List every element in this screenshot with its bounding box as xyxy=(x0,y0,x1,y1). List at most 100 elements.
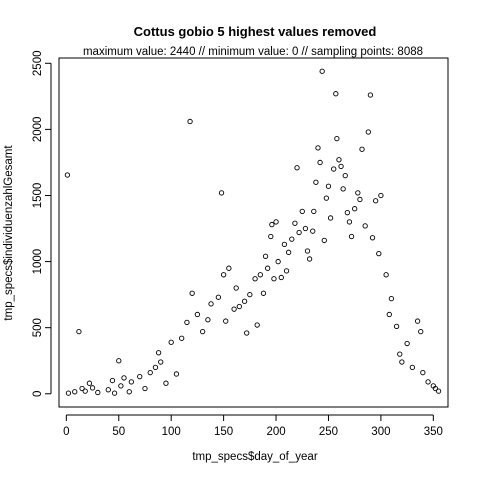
x-axis: 0 50 100 150 200 250 300 350 xyxy=(63,414,443,438)
data-point xyxy=(404,340,410,347)
y-axis-label: tmp_specs$individuenzahlGesamt xyxy=(3,145,15,321)
data-point xyxy=(105,387,111,393)
data-point xyxy=(155,350,162,356)
chart-title: Cottus gobio 5 highest values removed xyxy=(134,24,377,39)
data-point xyxy=(299,208,305,215)
data-point xyxy=(367,92,374,98)
data-point xyxy=(359,146,365,152)
data-point xyxy=(383,272,389,278)
data-point xyxy=(218,190,225,196)
x-tick-label: 0 xyxy=(63,426,69,438)
data-point xyxy=(414,318,421,324)
data-point xyxy=(278,274,284,281)
data-point xyxy=(420,369,426,376)
y-tick-label: 1000 xyxy=(32,249,44,275)
x-tick-label: 300 xyxy=(371,426,390,438)
data-point xyxy=(289,236,295,242)
data-point xyxy=(252,276,258,282)
x-tick-label: 350 xyxy=(424,426,443,438)
x-tick-label: 150 xyxy=(214,426,233,438)
y-axis: 0 500 1000 1500 2000 2500 xyxy=(32,50,52,397)
data-point xyxy=(173,371,180,377)
data-point xyxy=(336,157,342,163)
data-point xyxy=(254,322,260,328)
data-point xyxy=(425,379,431,385)
data-point xyxy=(208,301,214,307)
data-point xyxy=(321,237,327,244)
data-point xyxy=(65,390,72,396)
data-point xyxy=(152,364,159,370)
data-point xyxy=(338,163,344,170)
data-point xyxy=(187,118,193,125)
data-point xyxy=(323,195,330,201)
data-point xyxy=(184,319,190,326)
data-point xyxy=(344,210,350,216)
data-point xyxy=(333,91,339,97)
data-point xyxy=(369,235,376,241)
data-point xyxy=(340,186,346,192)
data-point xyxy=(128,379,135,385)
data-point xyxy=(111,390,118,396)
data-point xyxy=(168,339,174,345)
x-tick-label: 100 xyxy=(162,426,181,438)
data-point xyxy=(393,323,400,330)
data-point xyxy=(399,359,405,365)
data-point xyxy=(260,290,267,296)
data-point xyxy=(64,172,71,178)
data-point xyxy=(325,183,332,189)
data-point xyxy=(231,306,237,312)
plot-frame xyxy=(58,57,449,408)
data-point xyxy=(95,389,101,396)
data-point xyxy=(281,241,288,248)
x-axis-label: tmp_specs$day_of_year xyxy=(192,451,317,463)
data-point xyxy=(365,129,371,135)
data-point xyxy=(317,159,323,166)
data-point xyxy=(179,335,185,341)
data-point xyxy=(304,248,311,254)
data-point xyxy=(306,256,313,262)
data-point xyxy=(199,328,206,335)
data-point xyxy=(257,272,263,278)
data-point xyxy=(397,351,403,357)
data-point xyxy=(409,364,415,370)
data-point xyxy=(205,317,211,323)
data-point xyxy=(302,225,309,232)
data-point xyxy=(244,330,250,336)
data-point xyxy=(357,196,363,203)
data-point xyxy=(215,294,222,300)
data-point xyxy=(116,358,122,364)
data-point xyxy=(362,223,368,229)
chart-subtitle: maximum value: 2440 // minimum value: 0 … xyxy=(83,46,423,58)
data-point xyxy=(285,249,292,255)
data-point xyxy=(79,385,85,392)
data-point xyxy=(82,388,88,394)
y-tick-label: 500 xyxy=(32,318,44,337)
data-point xyxy=(86,380,93,386)
data-point xyxy=(262,253,269,259)
data-point xyxy=(158,359,164,365)
data-point xyxy=(352,206,358,212)
data-point xyxy=(294,165,300,171)
data-point xyxy=(163,380,169,386)
x-tick-label: 50 xyxy=(112,426,125,438)
data-point xyxy=(348,233,355,240)
data-point xyxy=(331,166,337,172)
data-point xyxy=(283,268,290,274)
data-point xyxy=(355,190,361,196)
data-point xyxy=(372,198,379,204)
data-point xyxy=(264,265,271,271)
data-point xyxy=(313,179,319,185)
x-tick-label: 200 xyxy=(266,426,285,438)
data-point xyxy=(432,385,439,392)
data-point xyxy=(118,383,124,389)
data-point xyxy=(233,285,239,291)
data-point xyxy=(386,311,392,318)
data-point xyxy=(194,311,201,318)
data-point xyxy=(273,219,279,225)
data-point xyxy=(418,328,424,335)
data-point xyxy=(268,233,274,240)
data-point xyxy=(109,377,116,384)
data-point xyxy=(292,220,298,226)
data-points xyxy=(64,68,442,396)
